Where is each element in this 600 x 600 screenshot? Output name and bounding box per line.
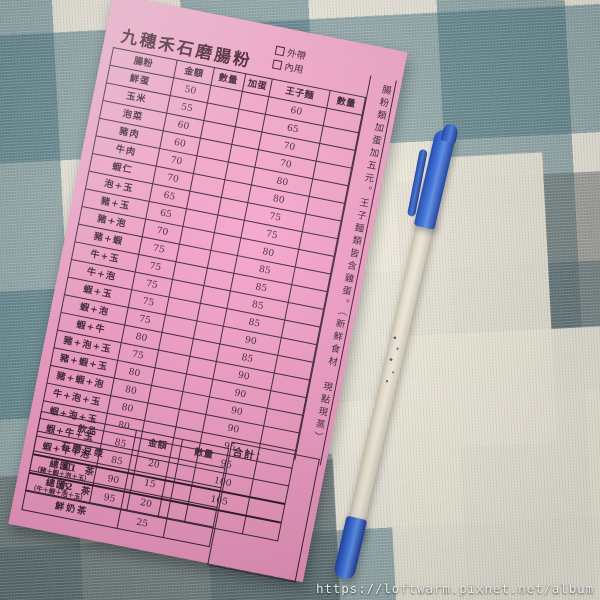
checkbox-icon-dinein[interactable] [272, 58, 283, 70]
watermark: https://loftwarm.pixnet.net/album [315, 581, 594, 596]
checkbox-icon-takeout[interactable] [274, 45, 286, 56]
option-dinein-label: 內用 [283, 61, 305, 77]
